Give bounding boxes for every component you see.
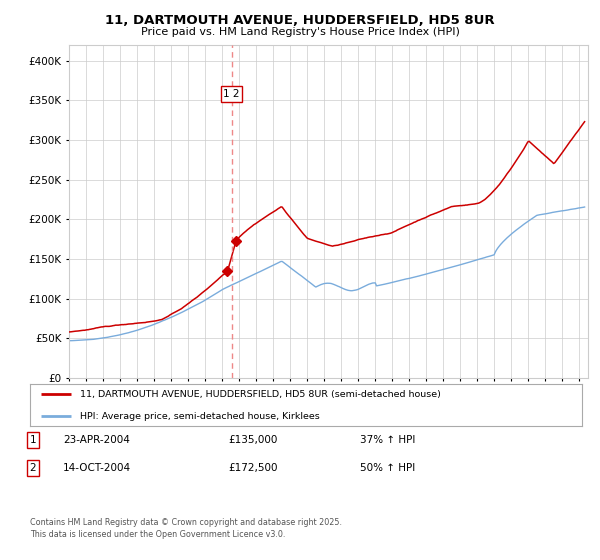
Text: £172,500: £172,500 <box>228 463 277 473</box>
Text: 11, DARTMOUTH AVENUE, HUDDERSFIELD, HD5 8UR (semi-detached house): 11, DARTMOUTH AVENUE, HUDDERSFIELD, HD5 … <box>80 390 440 399</box>
Text: HPI: Average price, semi-detached house, Kirklees: HPI: Average price, semi-detached house,… <box>80 412 319 421</box>
Text: 37% ↑ HPI: 37% ↑ HPI <box>360 435 415 445</box>
Text: 2: 2 <box>29 463 37 473</box>
Text: 1 2: 1 2 <box>223 89 240 99</box>
Text: 23-APR-2004: 23-APR-2004 <box>63 435 130 445</box>
Text: 11, DARTMOUTH AVENUE, HUDDERSFIELD, HD5 8UR: 11, DARTMOUTH AVENUE, HUDDERSFIELD, HD5 … <box>105 14 495 27</box>
Text: £135,000: £135,000 <box>228 435 277 445</box>
Text: Contains HM Land Registry data © Crown copyright and database right 2025.
This d: Contains HM Land Registry data © Crown c… <box>30 518 342 539</box>
Text: 50% ↑ HPI: 50% ↑ HPI <box>360 463 415 473</box>
Text: Price paid vs. HM Land Registry's House Price Index (HPI): Price paid vs. HM Land Registry's House … <box>140 27 460 37</box>
Text: 1: 1 <box>29 435 37 445</box>
Text: 14-OCT-2004: 14-OCT-2004 <box>63 463 131 473</box>
